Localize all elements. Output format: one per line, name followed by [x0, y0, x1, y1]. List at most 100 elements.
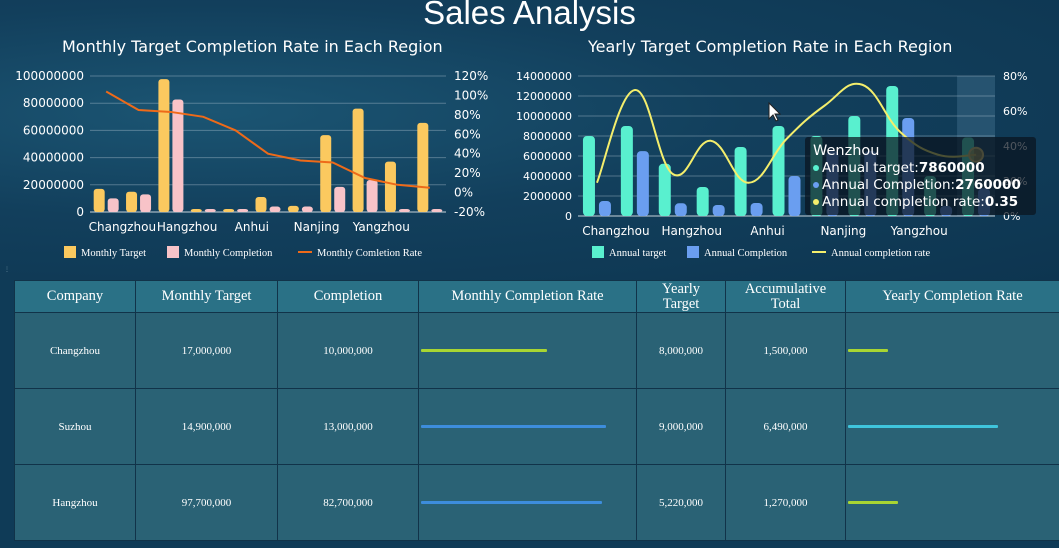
monthly-target-cell: 17,000,000: [135, 312, 278, 389]
dot-icon: [813, 199, 819, 205]
y-tick-label: 40000000: [23, 151, 84, 165]
x-tick-label: Hangzhou: [662, 224, 722, 238]
monthly-rate-cell: [418, 464, 637, 541]
bar-completion: [140, 194, 152, 212]
bar-completion: [301, 206, 313, 212]
y-tick-label: 80000000: [23, 96, 84, 110]
legend-swatch: [64, 246, 76, 258]
yearly-rate-cell: [845, 312, 1059, 389]
bar-target: [417, 122, 429, 212]
legend-label: Annual Completion: [704, 248, 788, 259]
bar-target: [620, 126, 633, 216]
rate-bar: [421, 501, 603, 504]
bar-completion: [712, 205, 725, 216]
dot-icon: [813, 182, 819, 188]
y-tick-label: 100000000: [15, 69, 84, 83]
bar-completion: [107, 198, 119, 212]
y-tick-label: 8000000: [523, 130, 572, 143]
sales-table-container[interactable]: Company Monthly Target Completion Monthl…: [14, 280, 1059, 548]
page-title: Sales Analysis: [423, 0, 636, 31]
y2-tick-label: 80%: [1003, 70, 1027, 83]
bar-completion: [334, 186, 346, 212]
bar-target: [658, 163, 671, 216]
company-cell: Hangzhou: [14, 464, 136, 541]
x-tick-label: Yangzhou: [890, 224, 948, 238]
x-tick-label: Nanjing: [294, 220, 340, 234]
table-row[interactable]: Suzhou 14,900,000 13,000,000 9,000,000 6,490…: [14, 388, 1059, 465]
bar-completion: [636, 151, 649, 216]
x-tick-label: Nanjing: [820, 224, 866, 238]
monthly-target-cell: 97,700,000: [135, 464, 278, 541]
yearly-rate-cell: [845, 464, 1059, 541]
header-monthly-rate[interactable]: Monthly Completion Rate: [418, 280, 637, 313]
rate-bar: [848, 501, 899, 504]
y2-tick-label: 80%: [454, 108, 481, 122]
x-tick-label: Changzhou: [89, 220, 156, 234]
bar-target: [190, 209, 202, 212]
yearly-target-cell: 9,000,000: [636, 388, 726, 465]
bar-completion: [598, 201, 611, 216]
bar-target: [582, 136, 595, 216]
resize-handle-icon[interactable]: ⋮: [4, 267, 10, 273]
header-yearly-target[interactable]: Yearly Target: [636, 280, 726, 313]
table-row[interactable]: Hangzhou 97,700,000 82,700,000 5,220,000 1,2…: [14, 464, 1059, 541]
yearly-completion-chart[interactable]: 0 2000000 4000000 6000000 8000000 10000000 120…: [0, 0, 1059, 270]
header-yearly-rate[interactable]: Yearly Completion Rate: [845, 280, 1059, 313]
header-completion[interactable]: Completion: [277, 280, 419, 313]
header-company[interactable]: Company: [14, 280, 136, 313]
tooltip-label: Annual Completion:: [822, 177, 956, 193]
rate-bar: [421, 349, 547, 352]
completion-cell: 13,000,000: [277, 388, 419, 465]
bar-target: [320, 135, 332, 212]
y-tick-label: 2000000: [523, 190, 572, 203]
y2-tick-label: 100%: [454, 88, 488, 102]
dot-icon: [813, 165, 819, 171]
monthly-completion-chart[interactable]: 0 20000000 40000000 60000000 80000000 1000000…: [0, 0, 520, 270]
tooltip-value: 2760000: [955, 177, 1021, 193]
legend-label: Monthly Target: [81, 248, 146, 259]
sales-table: Company Monthly Target Completion Monthl…: [14, 280, 1059, 541]
legend-swatch: [687, 246, 699, 258]
monthly-rate-cell: [418, 312, 637, 389]
accumulative-cell: 1,500,000: [725, 312, 846, 389]
accumulative-cell: 6,490,000: [725, 388, 846, 465]
completion-cell: 10,000,000: [277, 312, 419, 389]
header-accumulative[interactable]: Accumulative Total: [725, 280, 846, 313]
bar-completion: [431, 209, 443, 212]
y2-tick-label: 20%: [454, 166, 481, 180]
rate-bar: [848, 425, 999, 428]
rate-line: [105, 90, 430, 189]
yearly-chart-title: Yearly Target Completion Rate in Each Re…: [588, 37, 953, 56]
legend-label: Monthly Comletion Rate: [317, 248, 422, 259]
monthly-rate-cell: [418, 388, 637, 465]
header-monthly-target[interactable]: Monthly Target: [135, 280, 278, 313]
y2-tick-label: 120%: [454, 69, 488, 83]
bar-completion: [204, 209, 216, 212]
bar-target: [734, 147, 747, 216]
x-tick-label: Anhui: [750, 224, 784, 238]
bar-target: [255, 197, 267, 212]
legend-label: Monthly Completion: [184, 248, 273, 259]
y-tick-label: 10000000: [516, 110, 572, 123]
y-tick-label: 6000000: [523, 150, 572, 163]
table-row[interactable]: Changzhou 17,000,000 10,000,000 8,000,000 1,…: [14, 312, 1059, 389]
bar-target: [93, 188, 105, 212]
company-cell: Changzhou: [14, 312, 136, 389]
rate-bar: [421, 425, 607, 428]
bar-target: [126, 191, 138, 212]
yearly-target-cell: 5,220,000: [636, 464, 726, 541]
x-tick-label: Hangzhou: [157, 220, 217, 234]
bar-completion: [674, 203, 687, 216]
rate-line: [596, 82, 977, 184]
table-header-row: Company Monthly Target Completion Monthl…: [14, 280, 1059, 313]
y-tick-label: 4000000: [523, 170, 572, 183]
bar-completion: [398, 209, 410, 212]
completion-cell: 82,700,000: [277, 464, 419, 541]
tooltip-row-completion: Annual Completion:2760000: [813, 177, 1028, 194]
x-tick-label: Changzhou: [582, 224, 649, 238]
legend-swatch: [592, 246, 604, 258]
bar-completion: [788, 176, 801, 216]
accumulative-cell: 1,270,000: [725, 464, 846, 541]
y-tick-label: 20000000: [23, 178, 84, 192]
x-tick-label: Anhui: [235, 220, 269, 234]
